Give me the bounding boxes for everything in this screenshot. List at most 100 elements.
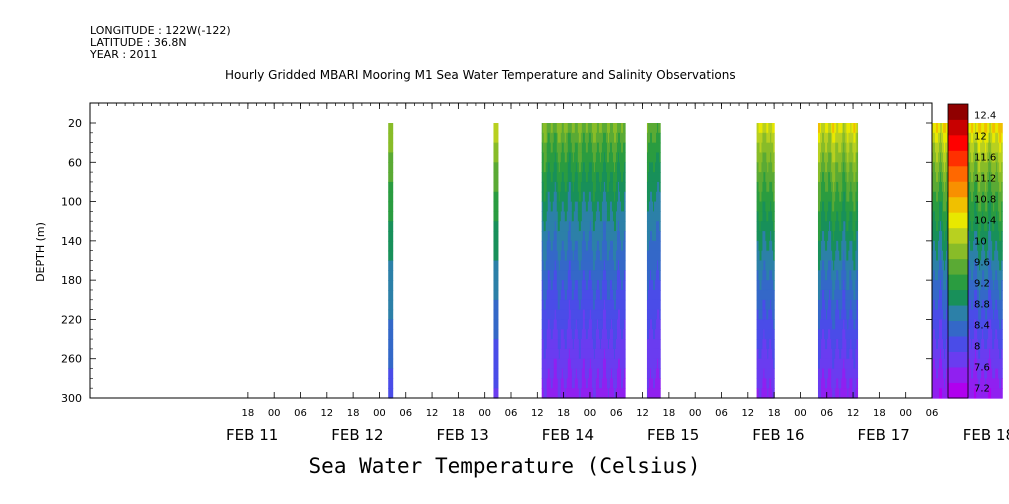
heatmap-cell <box>652 339 654 350</box>
heatmap-cell <box>841 250 843 262</box>
heatmap-cell <box>597 339 600 350</box>
heatmap-cell <box>832 280 834 291</box>
heatmap-cell <box>569 299 572 311</box>
heatmap-cell <box>580 388 583 399</box>
heatmap-cell <box>546 339 549 350</box>
heatmap-cell <box>607 240 610 252</box>
heatmap-cell <box>584 123 587 134</box>
heatmap-cell <box>598 250 601 262</box>
heatmap-cell <box>587 250 590 262</box>
heatmap-cell <box>765 319 767 330</box>
heatmap-cell <box>614 289 617 301</box>
heatmap-cell <box>833 260 835 271</box>
heatmap-cell <box>942 388 944 399</box>
heatmap-cell <box>559 280 562 291</box>
heatmap-cell <box>818 211 821 222</box>
heatmap-cell <box>946 132 948 144</box>
heatmap-cell <box>552 201 555 212</box>
heatmap-cell <box>610 388 613 399</box>
heatmap-cell <box>542 221 545 232</box>
heatmap-cell <box>838 329 840 340</box>
heatmap-cell <box>560 191 563 203</box>
heatmap-cell <box>616 280 619 291</box>
heatmap-cell <box>494 260 497 271</box>
heatmap-cell <box>560 378 563 389</box>
heatmap-cell <box>653 329 655 340</box>
heatmap-cell <box>765 201 767 212</box>
heatmap-cell <box>610 250 613 262</box>
heatmap-cell <box>592 172 595 183</box>
heatmap-cell <box>844 221 846 232</box>
heatmap-cell <box>934 319 936 330</box>
heatmap-cell <box>824 172 826 183</box>
heatmap-cell <box>771 280 773 291</box>
heatmap-cell <box>938 172 940 183</box>
heatmap-cell <box>596 172 599 183</box>
heatmap-cell <box>843 348 845 360</box>
heatmap-cell <box>657 221 659 232</box>
heatmap-cell <box>934 152 936 163</box>
heatmap-cell <box>614 191 617 203</box>
heatmap-cell <box>616 348 619 360</box>
heatmap-cell <box>818 319 821 330</box>
heatmap-cell <box>825 260 827 271</box>
heatmap-cell <box>767 132 769 144</box>
heatmap-cell <box>567 181 570 193</box>
heatmap-cell <box>494 309 497 321</box>
heatmap-cell <box>763 191 765 203</box>
heatmap-cell <box>854 280 857 291</box>
heatmap-cell <box>935 348 937 360</box>
heatmap-cell <box>826 191 828 203</box>
heatmap-cell <box>620 368 622 379</box>
heatmap-cell <box>829 250 831 262</box>
heatmap-cell <box>572 388 575 399</box>
heatmap-cell <box>568 123 571 134</box>
heatmap-cell <box>829 240 831 252</box>
heatmap-cell <box>932 201 934 212</box>
heatmap-cell <box>852 231 854 242</box>
heatmap-cell <box>838 388 840 399</box>
heatmap-cell <box>552 348 555 360</box>
heatmap-cell <box>771 142 773 154</box>
heatmap-cell <box>615 201 618 212</box>
heatmap-cell <box>588 191 591 203</box>
heatmap-cell <box>588 378 591 389</box>
heatmap-cell <box>571 388 574 399</box>
heatmap-cell <box>493 289 496 301</box>
heatmap-cell <box>547 358 550 370</box>
heatmap-cell <box>572 201 575 212</box>
heatmap-cell <box>773 172 775 183</box>
heatmap-cell <box>839 378 841 389</box>
heatmap-cell <box>850 348 852 360</box>
heatmap-cell <box>611 152 614 163</box>
heatmap-cell <box>848 221 850 232</box>
heatmap-cell <box>820 329 822 340</box>
heatmap-cell <box>829 339 831 350</box>
heatmap-cell <box>932 240 934 252</box>
heatmap-cell <box>495 211 498 222</box>
heatmap-cell <box>388 240 390 252</box>
heatmap-cell <box>760 378 763 389</box>
heatmap-cell <box>563 191 566 203</box>
heatmap-cell <box>821 211 823 222</box>
heatmap-cell <box>835 388 837 399</box>
heatmap-cell <box>558 181 561 193</box>
heatmap-cell <box>646 309 649 321</box>
heatmap-cell <box>564 329 567 340</box>
heatmap-cell <box>542 339 545 350</box>
heatmap-cell <box>658 142 660 154</box>
heatmap-cell <box>838 260 840 271</box>
heatmap-cell <box>772 221 774 232</box>
heatmap-cell <box>570 329 573 340</box>
heatmap-cell <box>567 221 570 232</box>
heatmap-cell <box>615 280 618 291</box>
heatmap-cell <box>941 329 943 340</box>
heatmap-cell <box>822 201 824 212</box>
heatmap-cell <box>546 172 549 183</box>
heatmap-cell <box>567 329 570 340</box>
heatmap-cell <box>561 378 564 389</box>
heatmap-cell <box>390 270 393 281</box>
heatmap-cell <box>841 260 843 271</box>
heatmap-cell <box>836 231 838 242</box>
heatmap-cell <box>850 329 852 340</box>
